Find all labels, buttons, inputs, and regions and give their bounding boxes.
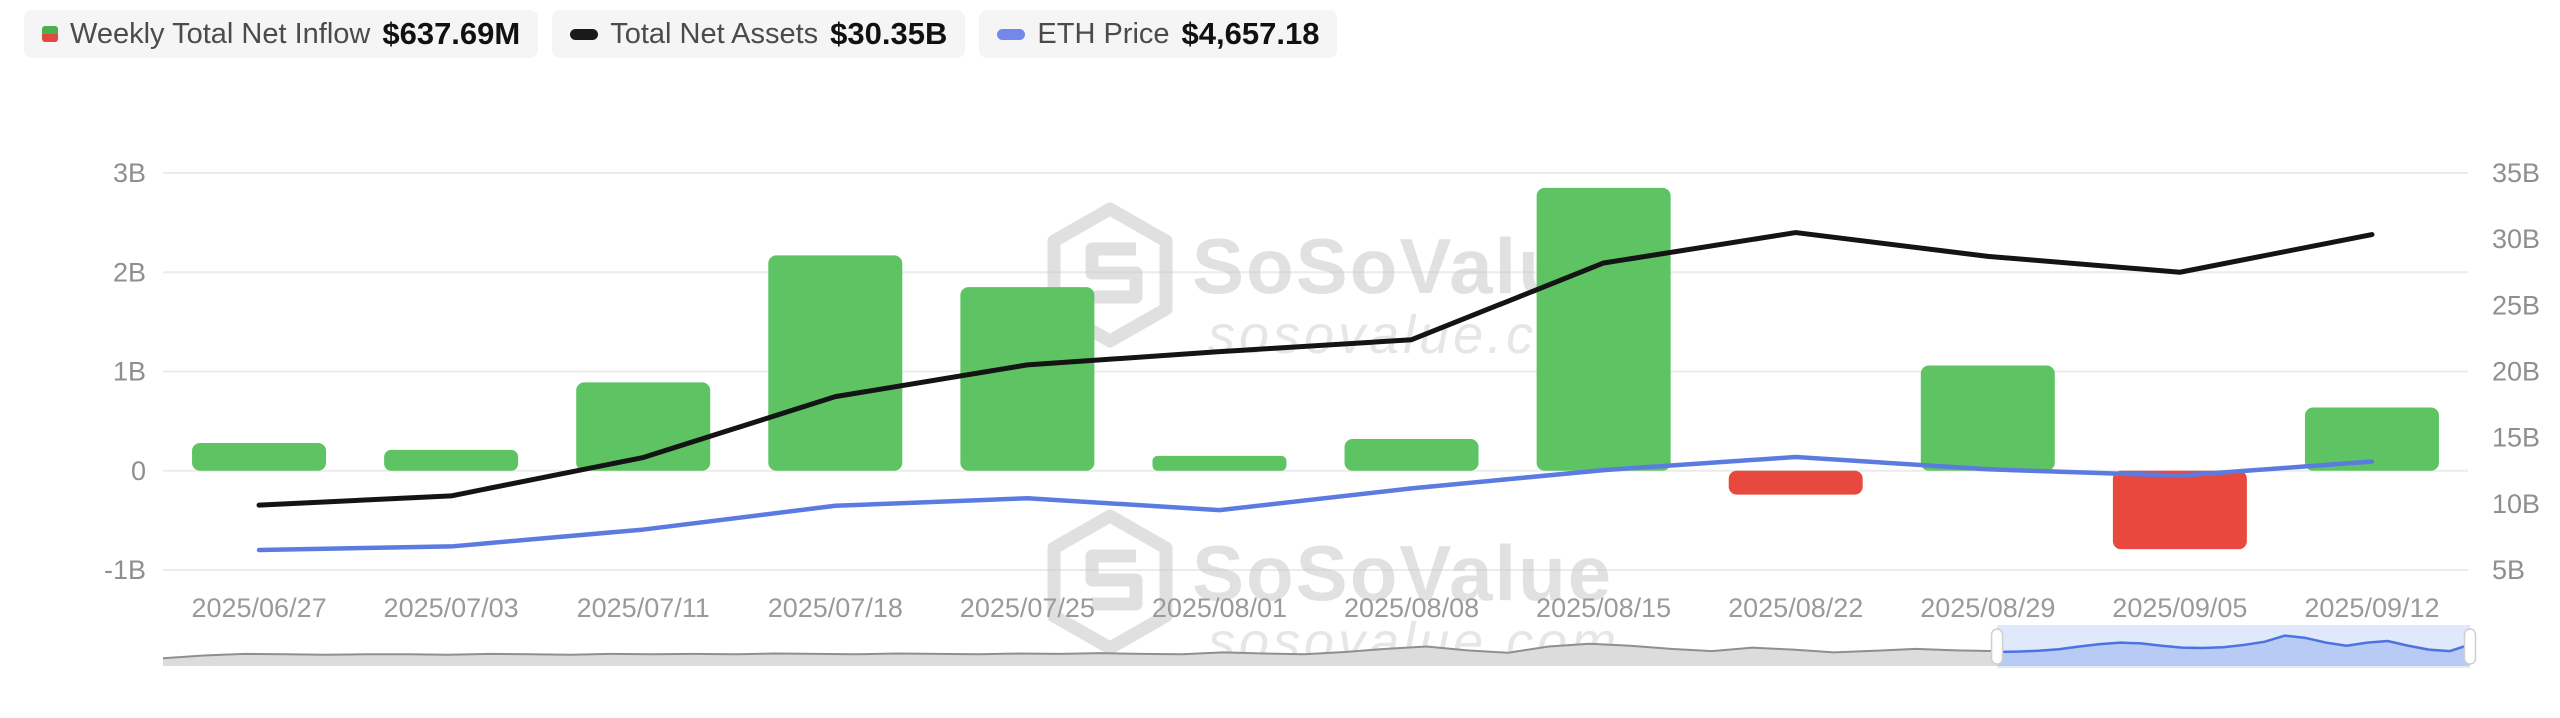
navigator-history-line [162,642,1998,660]
x-axis-label: 2025/08/15 [1536,593,1671,623]
x-axis-label: 2025/08/22 [1728,593,1863,623]
inflow-bar-2025/09/12[interactable] [2304,407,2439,471]
legend-label: Weekly Total Net Inflow [70,17,371,50]
y-axis-labels: 3B 2B 1B 0 -1B 35B 30B 25B 20B 15B 10B 5B [104,158,2540,585]
legend-item-weekly-net-inflow[interactable]: Weekly Total Net Inflow $637.69M [24,10,539,58]
inflow-split-square-icon [42,26,58,42]
inflow-bar-2025/09/05[interactable] [2112,470,2247,550]
x-axis-label: 2025/06/27 [191,593,326,623]
x-axis-label: 2025/07/18 [768,593,903,623]
watermark-upper: SoSoValue sosovalue.com [1047,202,1616,365]
navigator-right-handle[interactable] [2463,628,2477,665]
x-axis-label: 2025/08/01 [1152,593,1287,623]
inflow-bar-2025/07/18[interactable] [768,255,903,471]
inflow-bar-2025/07/03[interactable] [384,449,519,471]
x-axis-label: 2025/07/03 [384,593,519,623]
right-axis-tick: 15B [2492,423,2540,453]
range-navigator[interactable] [162,625,2477,668]
inflow-bar-2025/07/25[interactable] [960,287,1095,471]
right-axis-tick: 20B [2492,357,2540,387]
left-axis-tick: 2B [113,257,146,287]
inflow-bar-2025/08/22[interactable] [1728,470,1863,495]
navigator-history-area [163,643,1998,666]
watermark-brand-text: SoSoValue [1192,529,1613,617]
legend-item-eth-price[interactable]: ETH Price $4,657.18 [979,10,1338,58]
chart-legend: Weekly Total Net Inflow $637.69M Total N… [24,10,1338,58]
series-lines [256,230,2375,553]
right-axis-tick: 25B [2492,290,2540,320]
legend-item-total-net-assets[interactable]: Total Net Assets $30.35B [552,10,966,58]
left-axis-tick: -1B [104,555,146,585]
x-axis-labels: 2025/06/27 2025/07/03 2025/07/11 2025/07/18… [191,593,2439,623]
x-axis-label: 2025/09/05 [2112,593,2247,623]
legend-label: Total Net Assets [610,17,819,50]
inflow-bar-2025/08/08[interactable] [1344,438,1479,471]
right-axis-tick: 5B [2492,555,2525,585]
x-axis-label: 2025/07/11 [577,593,710,623]
sosovalue-logo-icon [1047,509,1173,655]
left-axis-tick: 3B [113,158,146,188]
inflow-bar-2025/06/27[interactable] [192,442,327,471]
navigator-selection-line [1997,634,2471,654]
left-axis-tick: 0 [131,456,146,486]
right-axis-tick: 30B [2492,224,2540,254]
watermark-lower: SoSoValue sosovalue.com [1047,509,1616,672]
total-net-assets-line[interactable] [256,230,2375,508]
eth-price-line[interactable] [256,454,2375,553]
legend-label: ETH Price [1037,17,1170,50]
legend-value: $4,657.18 [1181,16,1320,51]
x-axis-label: 2025/08/29 [1920,593,2055,623]
inflow-bar-2025/08/15[interactable] [1536,187,1671,471]
left-axis-tick: 1B [113,357,146,387]
inflow-bar-2025/08/29[interactable] [1920,365,2055,471]
legend-value: $637.69M [382,16,521,51]
right-axis-tick: 10B [2492,489,2540,519]
sosovalue-logo-icon [1047,202,1173,348]
inflow-bar-2025/08/01[interactable] [1152,455,1287,471]
x-axis-label: 2025/08/08 [1344,593,1479,623]
x-axis-label: 2025/07/25 [960,593,1095,623]
right-axis-tick: 35B [2492,158,2540,188]
black-dash-icon [570,28,599,40]
x-axis-label: 2025/09/12 [2304,593,2439,623]
legend-value: $30.35B [830,16,948,51]
blue-dash-icon [997,28,1026,40]
navigator-left-handle[interactable] [1990,628,2004,665]
